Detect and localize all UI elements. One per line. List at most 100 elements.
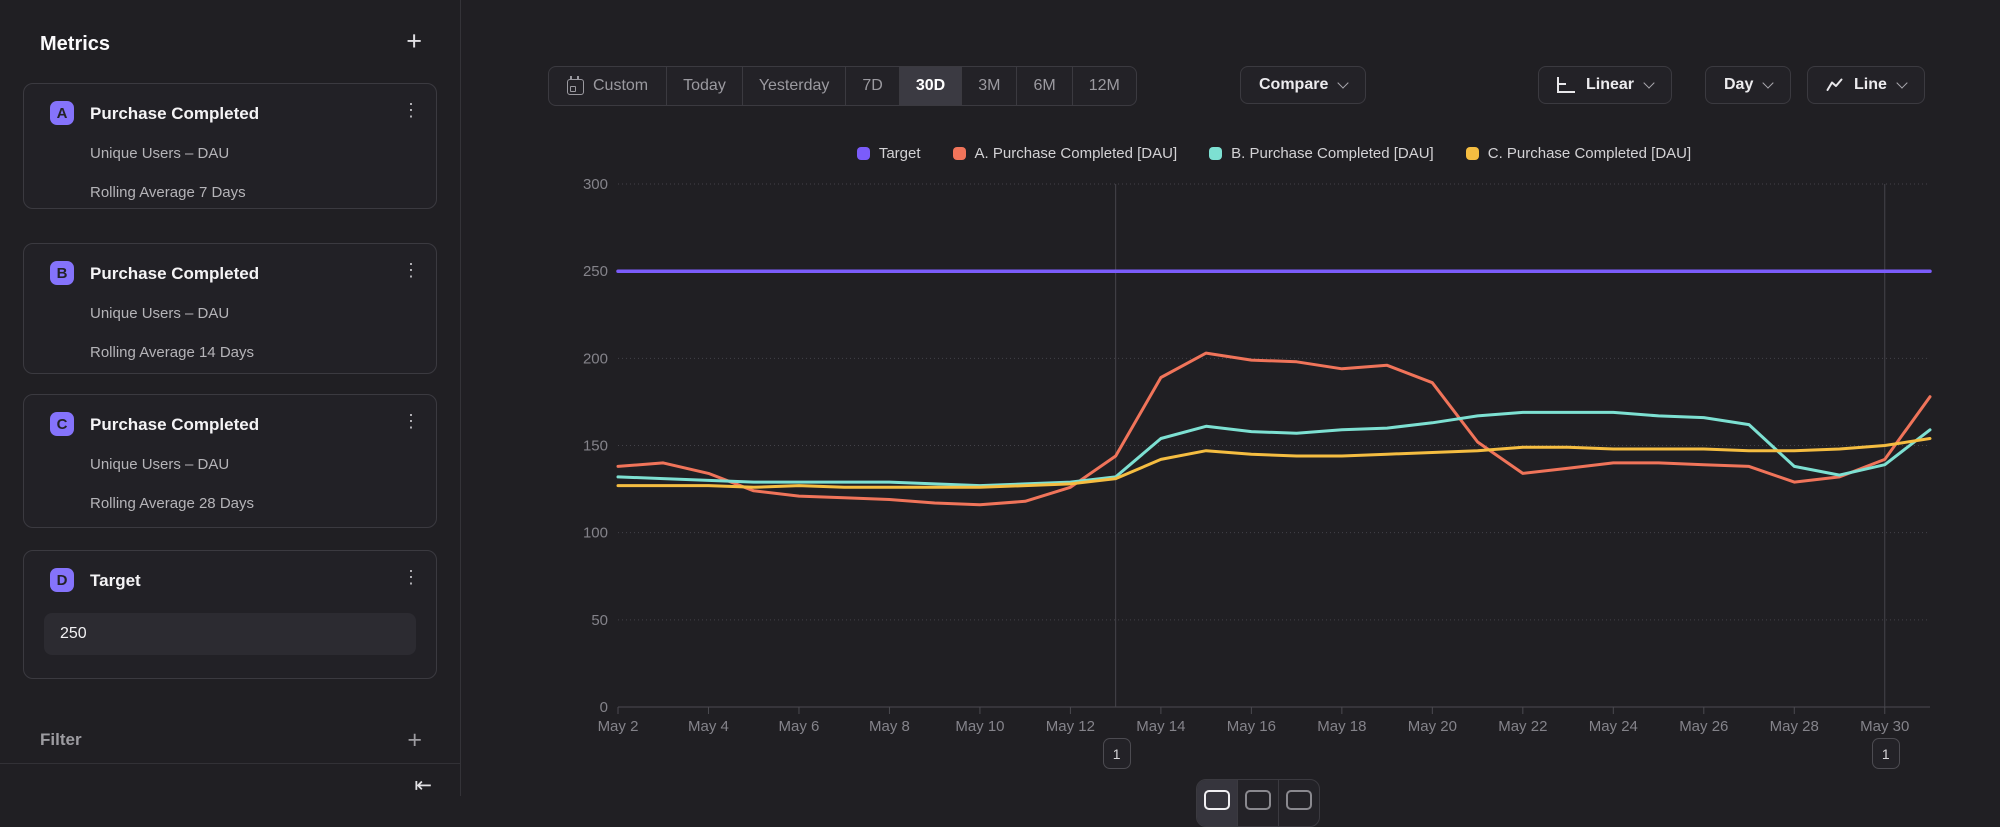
- target-title: Target: [90, 571, 141, 590]
- add-metric-button[interactable]: +: [406, 26, 422, 56]
- svg-text:May 10: May 10: [955, 718, 1004, 735]
- metrics-sidebar: Metrics + A Purchase Completed ⋮ Unique …: [0, 0, 461, 797]
- annotation-badge[interactable]: 1: [1102, 738, 1131, 769]
- metric-measurement[interactable]: Unique Users – DAU: [90, 145, 230, 162]
- svg-text:May 20: May 20: [1408, 718, 1457, 735]
- legend-item-c[interactable]: C. Purchase Completed [DAU]: [1465, 145, 1692, 162]
- svg-text:150: 150: [583, 438, 608, 455]
- metric-rolling-window[interactable]: Rolling Average 7 Days: [90, 184, 246, 201]
- legend-swatch: [856, 147, 870, 160]
- range-12m[interactable]: 12M: [1071, 67, 1136, 105]
- view-toggle-button-2[interactable]: [1237, 780, 1278, 826]
- svg-text:May 6: May 6: [779, 718, 820, 735]
- compare-button[interactable]: Compare: [1240, 66, 1367, 104]
- sidebar-divider: [0, 763, 460, 764]
- view-toggle-button-3[interactable]: [1278, 780, 1319, 826]
- svg-text:May 30: May 30: [1860, 718, 1909, 735]
- range-label: Today: [683, 77, 726, 94]
- axis-scale-icon: [1557, 77, 1575, 93]
- view-toggle-button-1[interactable]: [1197, 780, 1237, 826]
- bottom-view-toggle-group: [1196, 779, 1320, 827]
- scale-select-button[interactable]: Linear: [1538, 66, 1673, 104]
- svg-text:May 24: May 24: [1589, 718, 1638, 735]
- panel-icon: [1286, 790, 1312, 810]
- kebab-menu-icon[interactable]: ⋮: [402, 567, 420, 587]
- range-label: 3M: [978, 77, 1001, 94]
- granularity-select-button[interactable]: Day: [1705, 66, 1792, 104]
- metric-measurement[interactable]: Unique Users – DAU: [90, 456, 230, 473]
- range-label: 7D: [862, 77, 883, 94]
- chevron-down-icon: [1643, 77, 1655, 89]
- svg-text:0: 0: [600, 699, 608, 716]
- panel-icon: [1204, 790, 1230, 810]
- range-label: Yesterday: [758, 77, 830, 94]
- chart-type-select-button[interactable]: Line: [1807, 66, 1925, 104]
- metric-rolling-window[interactable]: Rolling Average 28 Days: [90, 495, 254, 512]
- granularity-label: Day: [1724, 76, 1754, 93]
- metric-badge: B: [50, 261, 74, 285]
- range-custom[interactable]: Custom: [549, 67, 666, 105]
- metric-rolling-window[interactable]: Rolling Average 14 Days: [90, 344, 254, 361]
- legend-item-target[interactable]: Target: [856, 145, 921, 162]
- metric-title: Purchase Completed: [90, 415, 260, 434]
- svg-text:May 2: May 2: [598, 718, 639, 735]
- svg-text:May 8: May 8: [869, 718, 910, 735]
- metric-measurement[interactable]: Unique Users – DAU: [90, 305, 230, 322]
- metric-badge: D: [50, 568, 74, 592]
- chart-canvas: 0 50 100 150 200 250 300 May 2 May 4 May 6 May 8 Ma…: [583, 176, 1932, 735]
- line-chart-icon: [1826, 78, 1843, 91]
- add-filter-button[interactable]: +: [407, 726, 422, 754]
- range-label: 12M: [1088, 77, 1120, 94]
- svg-text:May 16: May 16: [1227, 718, 1276, 735]
- svg-text:200: 200: [583, 350, 608, 367]
- legend-swatch: [1209, 147, 1223, 160]
- range-label: Custom: [593, 77, 649, 94]
- legend-item-b[interactable]: B. Purchase Completed [DAU]: [1209, 145, 1434, 162]
- range-7d[interactable]: 7D: [845, 67, 898, 105]
- svg-text:100: 100: [583, 525, 608, 542]
- panel-icon: [1245, 790, 1271, 810]
- svg-text:May 4: May 4: [688, 718, 729, 735]
- compare-label: Compare: [1259, 76, 1329, 93]
- legend-label: C. Purchase Completed [DAU]: [1487, 145, 1692, 162]
- target-value-input[interactable]: 250: [44, 613, 416, 655]
- svg-text:May 26: May 26: [1679, 718, 1728, 735]
- legend-swatch: [1465, 147, 1479, 160]
- chart-type-label: Line: [1854, 76, 1887, 93]
- svg-text:May 18: May 18: [1317, 718, 1366, 735]
- collapse-sidebar-icon[interactable]: ⇤: [414, 774, 432, 797]
- legend-swatch: [952, 147, 966, 160]
- metric-title: Purchase Completed: [90, 264, 260, 283]
- filter-section-label: Filter: [40, 730, 82, 749]
- range-3m[interactable]: 3M: [961, 67, 1016, 105]
- legend-item-a[interactable]: A. Purchase Completed [DAU]: [952, 145, 1178, 162]
- chevron-down-icon: [1896, 77, 1908, 89]
- metric-card-a[interactable]: A Purchase Completed ⋮ Unique Users – DA…: [23, 83, 437, 209]
- range-yesterday[interactable]: Yesterday: [741, 67, 846, 105]
- chart-legend: Target A. Purchase Completed [DAU] B. Pu…: [618, 145, 1930, 162]
- calendar-icon: [567, 75, 584, 95]
- scale-label: Linear: [1586, 76, 1635, 93]
- svg-text:300: 300: [583, 176, 608, 193]
- chevron-down-icon: [1337, 77, 1350, 89]
- range-today[interactable]: Today: [666, 67, 742, 105]
- range-label: 30D: [915, 77, 946, 94]
- kebab-menu-icon[interactable]: ⋮: [402, 260, 420, 280]
- sidebar-title: Metrics: [40, 33, 111, 55]
- range-30d[interactable]: 30D: [898, 67, 962, 105]
- kebab-menu-icon[interactable]: ⋮: [402, 100, 420, 120]
- annotation-badge[interactable]: 1: [1871, 738, 1900, 769]
- metric-card-c[interactable]: C Purchase Completed ⋮ Unique Users – DA…: [23, 394, 437, 528]
- metric-badge: A: [50, 101, 74, 125]
- svg-text:May 28: May 28: [1770, 718, 1819, 735]
- svg-text:250: 250: [583, 263, 608, 280]
- target-card[interactable]: D Target ⋮ 250: [23, 550, 437, 679]
- app-root: { "sidebar": { "title": "Metrics", "metr…: [0, 0, 1932, 827]
- metric-title: Purchase Completed: [90, 104, 260, 123]
- legend-label: A. Purchase Completed [DAU]: [974, 145, 1178, 162]
- svg-text:May 22: May 22: [1498, 718, 1547, 735]
- svg-text:May 14: May 14: [1136, 718, 1185, 735]
- metric-card-b[interactable]: B Purchase Completed ⋮ Unique Users – DA…: [23, 243, 437, 374]
- kebab-menu-icon[interactable]: ⋮: [402, 411, 420, 431]
- range-6m[interactable]: 6M: [1016, 67, 1071, 105]
